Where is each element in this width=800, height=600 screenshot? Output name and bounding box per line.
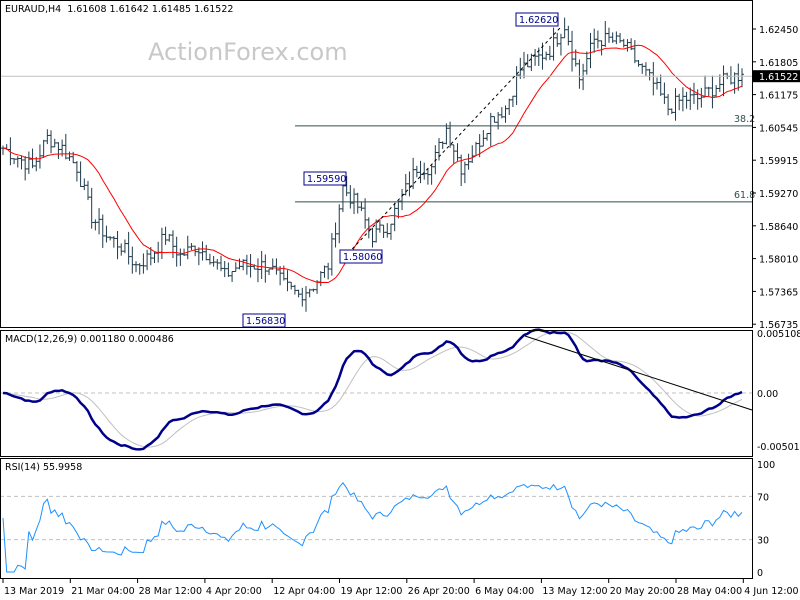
rsi-tick-label: 0 <box>757 568 763 579</box>
symbol-label: EURAUD,H4 <box>5 4 62 15</box>
chart-header: EURAUD,H4 1.61608 1.61642 1.61485 1.6152… <box>5 4 233 15</box>
macd-tick-label: -0.005019 <box>757 442 800 453</box>
rsi-title: RSI(14) 55.9958 <box>5 462 83 473</box>
price-annotation-box <box>515 12 559 27</box>
main-panel-frame <box>0 0 753 328</box>
macd-line <box>2 328 743 451</box>
price-tick-label: 1.57365 <box>759 287 798 298</box>
price-annotation-label: 1.58060 <box>343 252 382 263</box>
price-tick-label: 1.62450 <box>759 25 798 36</box>
date-tick-label: 13 Mar 2019 <box>4 586 64 597</box>
rsi-line <box>2 482 743 573</box>
date-tick-label: 28 May 04:00 <box>677 586 742 597</box>
date-tick-label: 4 Jun 12:00 <box>744 586 798 597</box>
rsi-tick-label: 70 <box>757 492 769 503</box>
date-tick-label: 26 Apr 20:00 <box>408 586 470 597</box>
fibonacci-level-label: 61.8 <box>734 190 755 201</box>
macd-tick-label: 0.00 <box>757 389 778 400</box>
macd-signal-line <box>2 331 743 448</box>
current-price-box <box>753 70 800 83</box>
price-annotation-box <box>339 249 383 264</box>
price-tick-label: 1.59270 <box>759 189 798 200</box>
date-tick-label: 4 Apr 20:00 <box>206 586 262 597</box>
price-tick-label: 1.58640 <box>759 222 798 233</box>
macd-title: MACD(12,26,9) 0.001180 0.000486 <box>5 334 174 345</box>
price-tick-label: 1.61175 <box>759 91 798 102</box>
price-tick-label: 1.59915 <box>759 156 798 167</box>
price-tick-label: 1.60545 <box>759 123 798 134</box>
date-tick-label: 28 Mar 12:00 <box>139 586 202 597</box>
date-tick-label: 21 Mar 04:00 <box>71 586 134 597</box>
price-annotation-label: 1.56830 <box>246 316 285 327</box>
fibonacci-level-label: 38.2 <box>734 114 755 125</box>
moving-average-line <box>2 44 743 284</box>
date-tick-label: 20 May 20:00 <box>610 586 675 597</box>
date-tick-label: 6 May 04:00 <box>475 586 534 597</box>
rsi-tick-label: 100 <box>757 460 775 471</box>
ohlc-label: 1.61608 1.61642 1.61485 1.61522 <box>67 4 234 15</box>
price-annotation-label: 1.62620 <box>519 15 558 26</box>
current-price-label: 1.61522 <box>759 72 798 83</box>
date-tick-label: 13 May 12:00 <box>542 586 607 597</box>
price-tick-label: 1.61805 <box>759 58 798 69</box>
macd-trend-line <box>524 335 753 411</box>
rsi-tick-label: 30 <box>757 536 769 547</box>
watermark: ActionForex.com <box>148 38 348 66</box>
price-tick-label: 1.58010 <box>759 255 798 266</box>
date-tick-label: 19 Apr 12:00 <box>341 586 403 597</box>
rsi-panel-frame <box>0 458 753 579</box>
macd-panel-frame <box>0 330 753 457</box>
date-tick-label: 12 Apr 04:00 <box>273 586 335 597</box>
price-tick-label: 1.56735 <box>759 320 798 331</box>
macd-tick-label: 0.005108 <box>757 329 800 340</box>
price-annotation-box <box>303 171 347 186</box>
price-annotation-label: 1.59590 <box>307 174 346 185</box>
